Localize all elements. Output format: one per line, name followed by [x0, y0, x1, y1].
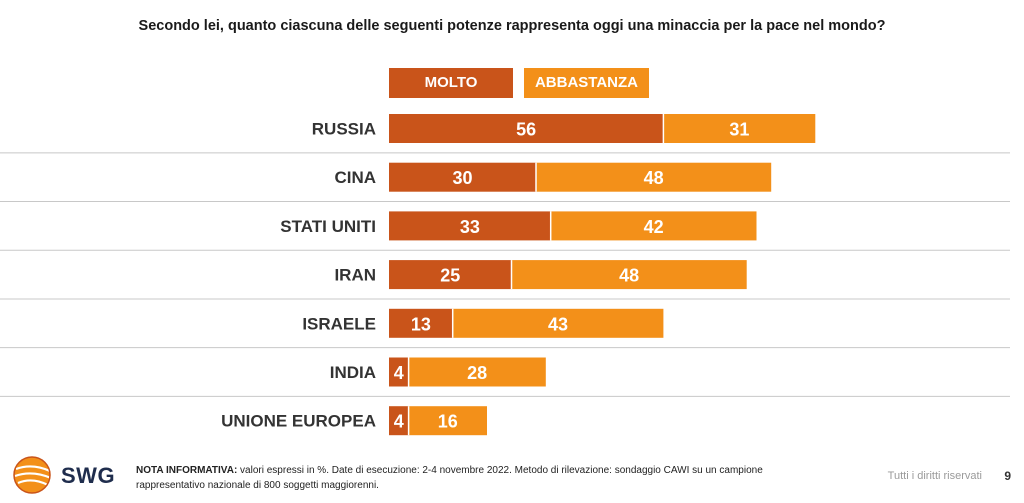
bar-molto [389, 114, 664, 143]
bar-molto [389, 406, 409, 436]
data-label-abbastanza: 43 [548, 314, 568, 334]
legend-abbastanza: ABBASTANZA [524, 68, 649, 98]
data-label-molto: 33 [460, 217, 480, 237]
chart-title: Secondo lei, quanto ciascuna delle segue… [138, 18, 886, 34]
data-label-abbastanza: 31 [729, 120, 749, 140]
category-label: IRAN [334, 266, 376, 285]
data-label-molto: 13 [411, 314, 431, 334]
data-label-molto: 4 [394, 363, 404, 383]
bar-abbastanza [408, 357, 546, 387]
data-label-molto: 56 [516, 120, 536, 140]
category-label: RUSSIA [312, 120, 376, 139]
rights-text: Tutti i diritti riservati [887, 470, 982, 482]
bar-molto [389, 211, 551, 241]
category-label: UNIONE EUROPEA [221, 412, 376, 431]
bar-molto [389, 357, 409, 387]
data-label-abbastanza: 28 [467, 363, 487, 383]
bar-molto [389, 162, 536, 192]
category-label: INDIA [330, 363, 376, 382]
bar-abbastanza [663, 114, 816, 143]
bar-abbastanza [408, 406, 487, 436]
category-label: CINA [334, 168, 376, 187]
data-label-abbastanza: 42 [644, 217, 664, 237]
footer-note: NOTA INFORMATIVA: valori espressi in %. … [136, 463, 826, 493]
bar-abbastanza [550, 211, 757, 241]
data-label-abbastanza: 48 [644, 168, 664, 188]
bar-molto [389, 260, 512, 290]
bar-molto [389, 308, 453, 338]
footer-note-text: valori espressi in %. Date di esecuzione… [136, 465, 763, 491]
category-label: ISRAELE [302, 314, 376, 333]
bar-abbastanza [452, 308, 664, 338]
footer-note-label: NOTA INFORMATIVA: [136, 465, 238, 476]
page-number: 9 [1004, 469, 1011, 483]
data-label-molto: 30 [452, 168, 472, 188]
stacked-bar-chart: RUSSIA 56 31 CINA 30 48 STATI UNITI 33 42 IRAN 25 4… [0, 114, 1010, 436]
data-label-molto: 4 [394, 412, 404, 432]
bar-abbastanza [511, 260, 747, 290]
legend-molto: MOLTO [389, 68, 513, 98]
data-label-molto: 25 [440, 266, 460, 286]
data-label-abbastanza: 48 [619, 266, 639, 286]
category-label: STATI UNITI [280, 217, 376, 236]
bar-abbastanza [536, 162, 772, 192]
logo-text: SWG [61, 463, 116, 488]
swg-logo-icon [12, 455, 56, 500]
data-label-abbastanza: 16 [438, 412, 458, 432]
